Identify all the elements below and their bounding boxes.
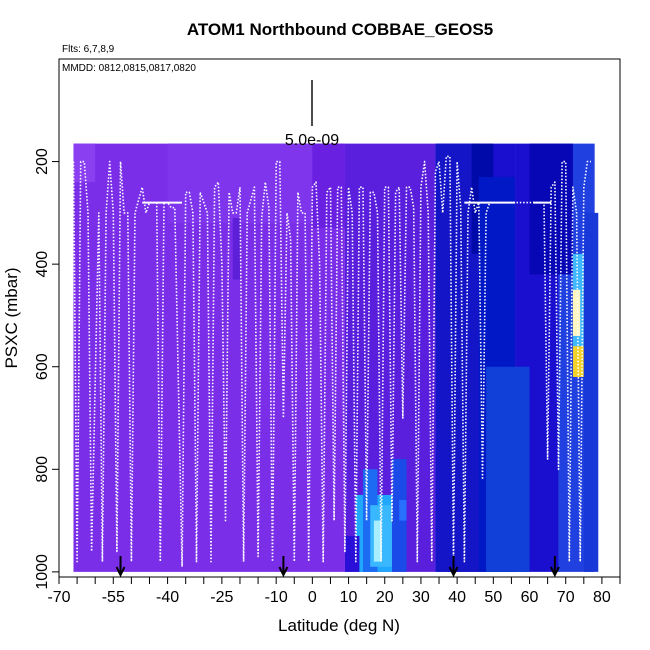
field-cell-13 (583, 212, 599, 572)
x-tick-label: -70 (47, 589, 70, 606)
field-cell-6 (572, 289, 581, 336)
plot-frame (58, 58, 621, 578)
x-tick-label: 60 (521, 589, 539, 606)
flight-marker-1 (278, 556, 289, 578)
x-tick-label: 10 (340, 589, 358, 606)
flight-markers (115, 556, 560, 578)
field-cell-17 (232, 217, 240, 280)
flight-marker-head (278, 566, 289, 578)
scale-bar: 5.0e-09 (285, 80, 339, 149)
y-axis: 200 400 600 800 1000 (34, 148, 59, 590)
y-tick-label: 1000 (34, 554, 51, 590)
flight-marker-head (549, 566, 560, 578)
field-cell-3 (486, 366, 530, 572)
x-axis-label: Latitude (deg N) (278, 616, 400, 635)
y-tick-label: 800 (34, 456, 51, 483)
x-tick-label: 20 (376, 589, 394, 606)
y-tick-label: 400 (34, 251, 51, 278)
field-cell-9 (373, 520, 382, 562)
y-tick-label: 200 (34, 148, 51, 175)
scale-bar-label: 5.0e-09 (285, 132, 339, 149)
x-tick-label: 0 (308, 589, 317, 606)
x-tick-label: -40 (156, 589, 179, 606)
field-cell-16 (312, 143, 345, 229)
field-cell-12 (344, 535, 360, 572)
x-tick-label: -55 (102, 589, 125, 606)
flight-marker-head (115, 566, 126, 578)
field-cell-14 (73, 143, 96, 183)
flight-marker-3 (549, 556, 560, 578)
y-tick-label: 600 (34, 353, 51, 380)
x-tick-label: -25 (210, 589, 233, 606)
x-tick-label: 40 (448, 589, 466, 606)
flight-marker-head (448, 566, 459, 578)
x-tick-label: 70 (557, 589, 575, 606)
x-axis: -70 -55 -40 -25 -10 0 10 20 30 40 50 60 70 80 (47, 577, 621, 606)
x-tick-label: -10 (265, 589, 288, 606)
flight-marker-0 (115, 556, 126, 578)
x-tick-label: 30 (412, 589, 430, 606)
chart-title: ATOM1 Northbound COBBAE_GEOS5 (187, 20, 493, 39)
x-tick-label: 80 (593, 589, 611, 606)
flight-track (72, 155, 591, 568)
x-tick-label: 50 (484, 589, 502, 606)
dates-subtitle: MMDD: 0812,0815,0817,0820 (62, 63, 196, 74)
y-axis-label: PSXC (mbar) (2, 267, 21, 368)
field-cell-11 (399, 500, 407, 521)
flight-marker-2 (448, 556, 459, 578)
flights-subtitle: Flts: 6,7,8,9 (62, 44, 115, 55)
